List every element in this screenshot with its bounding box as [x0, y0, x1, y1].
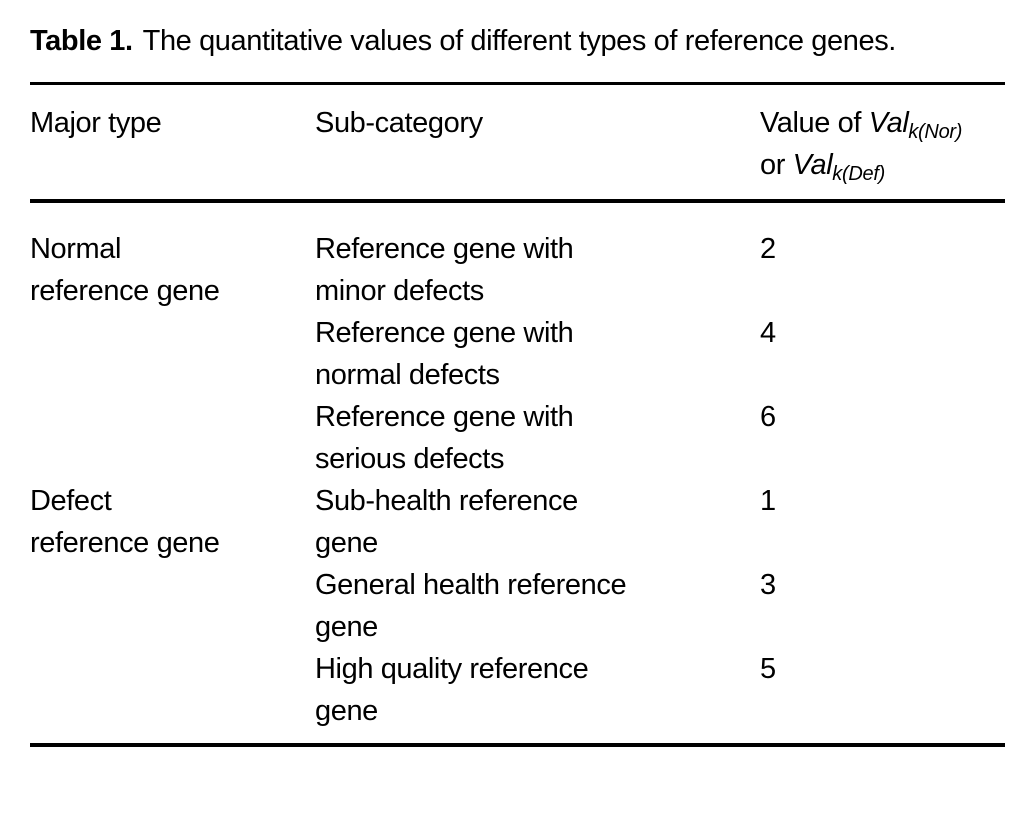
value-header-subscript-nor: k(Nor)	[908, 121, 963, 143]
value-header-subscript-def: k(Def)	[832, 163, 885, 185]
column-header-value: Value of Valk(Nor) or Valk(Def)	[760, 102, 1005, 186]
table-caption-label: Table 1.	[30, 25, 133, 57]
sub-category-cell: General health reference gene	[315, 569, 627, 643]
value-header-prefix: Value of	[760, 107, 869, 139]
sub-category-cell: Reference gene with normal defects	[315, 317, 574, 391]
value-header-or: or	[760, 149, 793, 181]
major-type-cell	[30, 564, 315, 648]
major-type-cell: Normal reference gene	[30, 233, 220, 307]
value-cell: 2	[760, 233, 776, 265]
major-type-cell: Defect reference gene	[30, 485, 220, 559]
value-header-var-def: Val	[792, 149, 833, 181]
major-type-cell	[30, 396, 315, 480]
table-header-row: Major type Sub-category Value of Valk(No…	[30, 85, 1005, 186]
bottom-rule	[30, 743, 1005, 747]
major-type-cell	[30, 648, 315, 732]
table-caption: Table 1. The quantitative values of diffe…	[30, 20, 1005, 62]
sub-category-cell: Reference gene with minor defects	[315, 233, 574, 307]
top-rule	[30, 82, 1005, 85]
sub-category-cell: Reference gene with serious defects	[315, 401, 574, 475]
column-header-major-type: Major type	[30, 107, 162, 139]
value-cell: 4	[760, 317, 776, 349]
header-rule	[30, 199, 1005, 203]
value-cell: 5	[760, 653, 776, 685]
value-header-var-nor: Val	[868, 107, 909, 139]
table-caption-text: The quantitative values of different typ…	[142, 25, 897, 57]
value-cell: 3	[760, 569, 776, 601]
column-header-sub-category: Sub-category	[315, 107, 483, 139]
table-body: Normal reference gene Reference gene wit…	[30, 203, 1005, 732]
sub-category-cell: High quality reference gene	[315, 653, 589, 727]
value-cell: 6	[760, 401, 776, 433]
major-type-cell	[30, 312, 315, 396]
sub-category-cell: Sub-health reference gene	[315, 485, 578, 559]
value-cell: 1	[760, 485, 776, 517]
